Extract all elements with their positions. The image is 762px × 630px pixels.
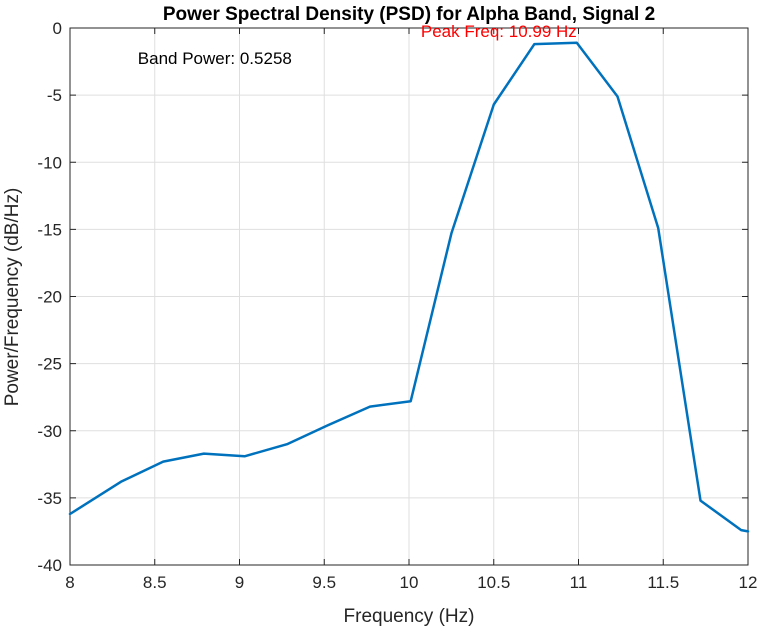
y-tick-label-8: -40 — [37, 556, 62, 575]
y-tick-label-6: -30 — [37, 422, 62, 441]
chart-title: Power Spectral Density (PSD) for Alpha B… — [163, 4, 655, 25]
plot-area: 8 8.5 9 9.5 10 10.5 11 11.5 12 0 -5 -10 -15 -20 -25 -30… — [37, 19, 757, 592]
y-tick-label-5: -25 — [37, 355, 62, 374]
y-tick-label-7: -35 — [37, 489, 62, 508]
y-tick-label-1: -5 — [47, 86, 62, 105]
x-tick-label-5: 10.5 — [477, 573, 510, 592]
x-tick-label-4: 10 — [400, 573, 419, 592]
y-tick-label-3: -15 — [37, 220, 62, 239]
peak-freq-annotation: Peak Freq: 10.99 Hz — [421, 22, 577, 41]
x-tick-label-2: 9 — [235, 573, 244, 592]
x-tick-label-3: 9.5 — [312, 573, 336, 592]
y-tick-label-0: 0 — [53, 19, 62, 38]
x-tick-label-7: 11.5 — [647, 573, 679, 592]
x-tick-label-6: 11 — [570, 573, 588, 592]
x-axis-label: Frequency (Hz) — [344, 606, 475, 627]
x-tick-label-0: 8 — [65, 573, 74, 592]
band-power-annotation: Band Power: 0.5258 — [138, 49, 292, 68]
y-axis-label: Power/Frequency (dB/Hz) — [2, 188, 23, 407]
x-tick-label-8: 12 — [739, 573, 758, 592]
psd-series-line-0 — [68, 41, 750, 533]
y-tick-label-4: -20 — [37, 288, 62, 307]
y-tick-label-2: -10 — [37, 153, 62, 172]
x-tick-label-1: 8.5 — [143, 573, 167, 592]
